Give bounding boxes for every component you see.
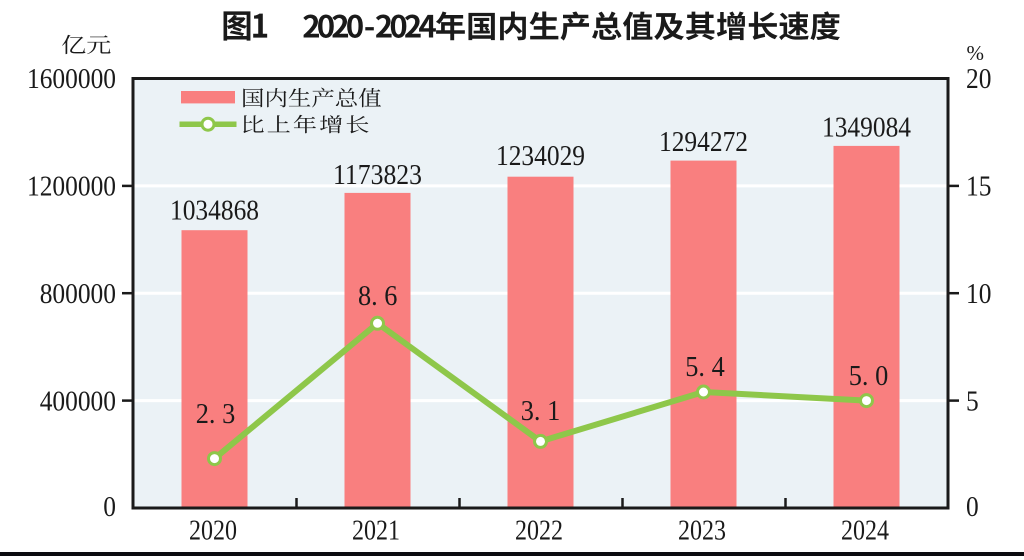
svg-text:2023: 2023 [678, 515, 726, 547]
svg-text:0: 0 [966, 491, 979, 523]
svg-text:400000: 400000 [40, 386, 116, 418]
svg-text:2020: 2020 [189, 515, 237, 547]
svg-text:5. 0: 5. 0 [849, 360, 889, 392]
svg-text:%: % [967, 41, 985, 65]
svg-text:2021: 2021 [352, 515, 400, 547]
svg-text:2022: 2022 [515, 515, 563, 547]
svg-text:0: 0 [103, 491, 116, 523]
svg-text:800000: 800000 [40, 278, 116, 310]
svg-text:1349084: 1349084 [822, 112, 911, 144]
svg-text:3. 1: 3. 1 [521, 395, 561, 427]
svg-text:1034868: 1034868 [170, 195, 259, 227]
svg-text:1600000: 1600000 [27, 63, 116, 95]
svg-text:1173823: 1173823 [333, 159, 422, 191]
svg-text:2024: 2024 [841, 515, 889, 547]
svg-text:5: 5 [966, 386, 979, 418]
svg-text:5. 4: 5. 4 [685, 351, 725, 383]
svg-text:1294272: 1294272 [659, 126, 748, 158]
svg-text:10: 10 [966, 278, 991, 310]
svg-text:20: 20 [966, 63, 991, 95]
svg-text:1200000: 1200000 [27, 171, 116, 203]
svg-text:2. 3: 2. 3 [196, 398, 236, 430]
svg-text:15: 15 [966, 171, 991, 203]
svg-text:1234029: 1234029 [496, 140, 585, 172]
svg-text:8. 6: 8. 6 [358, 280, 398, 312]
